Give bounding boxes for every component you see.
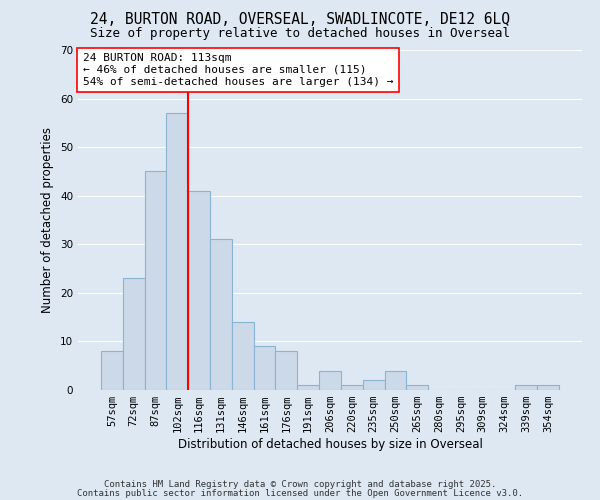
Y-axis label: Number of detached properties: Number of detached properties	[41, 127, 55, 313]
Bar	[145, 172, 166, 390]
Bar	[537, 385, 559, 390]
Bar	[232, 322, 254, 390]
Bar	[385, 370, 406, 390]
Bar	[363, 380, 385, 390]
Bar	[319, 370, 341, 390]
Bar	[101, 351, 123, 390]
Text: Contains HM Land Registry data © Crown copyright and database right 2025.: Contains HM Land Registry data © Crown c…	[104, 480, 496, 489]
Text: 24, BURTON ROAD, OVERSEAL, SWADLINCOTE, DE12 6LQ: 24, BURTON ROAD, OVERSEAL, SWADLINCOTE, …	[90, 12, 510, 28]
Bar	[515, 385, 537, 390]
Bar	[210, 240, 232, 390]
Bar	[188, 191, 210, 390]
X-axis label: Distribution of detached houses by size in Overseal: Distribution of detached houses by size …	[178, 438, 482, 451]
Bar	[123, 278, 145, 390]
Bar	[275, 351, 297, 390]
Bar	[166, 113, 188, 390]
Bar	[341, 385, 363, 390]
Text: Contains public sector information licensed under the Open Government Licence v3: Contains public sector information licen…	[77, 488, 523, 498]
Bar	[297, 385, 319, 390]
Text: 24 BURTON ROAD: 113sqm
← 46% of detached houses are smaller (115)
54% of semi-de: 24 BURTON ROAD: 113sqm ← 46% of detached…	[83, 54, 394, 86]
Text: Size of property relative to detached houses in Overseal: Size of property relative to detached ho…	[90, 28, 510, 40]
Bar	[254, 346, 275, 390]
Bar	[406, 385, 428, 390]
